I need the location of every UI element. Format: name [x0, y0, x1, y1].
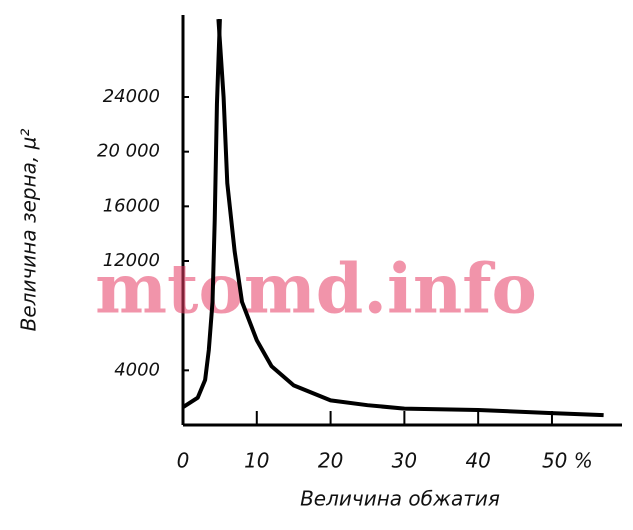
y-tick-label: 12000	[103, 250, 160, 271]
x-tick-label: 30	[392, 449, 417, 473]
watermark: mtomd.info	[95, 250, 537, 330]
x-tick-label: 10	[244, 449, 269, 473]
y-tick-label: 20 000	[97, 141, 160, 162]
x-axis-label: Величина обжатия	[300, 487, 500, 511]
y-tick-label: 24000	[103, 86, 160, 107]
x-tick-label: 50 %	[542, 449, 593, 473]
x-tick-label: 20	[318, 449, 343, 473]
x-tick-label: 40	[465, 449, 490, 473]
y-tick-label: 16000	[103, 195, 160, 216]
x-tick-label: 0	[177, 449, 190, 473]
y-tick-label: 4000	[114, 359, 160, 380]
line	[216, 18, 604, 418]
line	[181, 19, 222, 409]
y-axis-label: Величина зерна, µ²	[17, 129, 41, 332]
